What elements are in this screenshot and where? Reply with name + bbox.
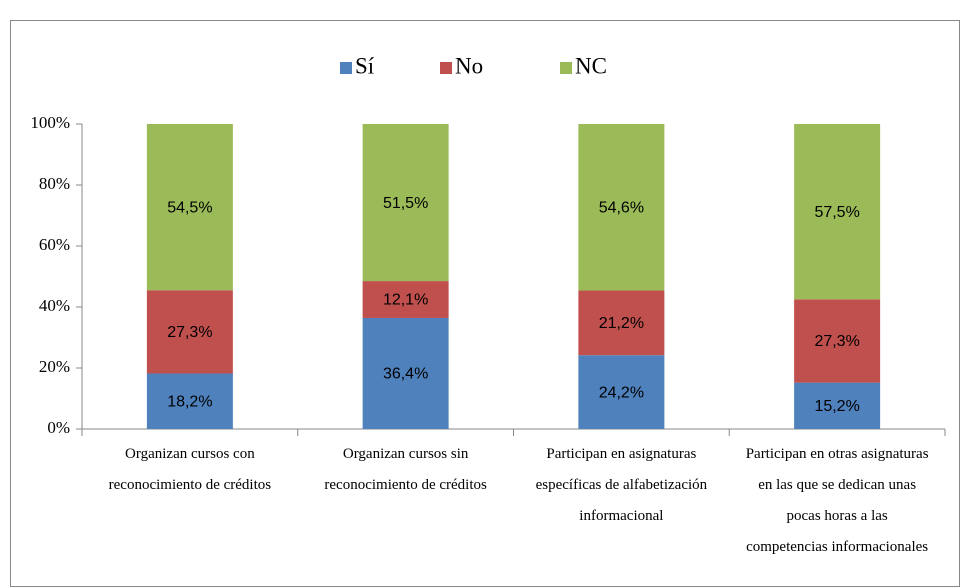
value-label: 27,3% <box>167 324 212 341</box>
value-label: 51,5% <box>383 195 428 212</box>
x-tick-label: Participan en otras asignaturas en las qu… <box>746 446 929 555</box>
x-tick-label-line: Participan en otras asignaturas <box>746 446 929 462</box>
bar-segment <box>146 124 233 291</box>
legend-label: Sí <box>355 53 375 78</box>
x-tick-label-line: específicas de alfabetización <box>536 477 708 493</box>
legend-swatch <box>560 62 572 74</box>
bar-segment <box>146 373 233 429</box>
value-label: 12,1% <box>383 292 428 309</box>
y-tick-label: 40% <box>39 296 70 315</box>
bar-segment <box>794 382 881 429</box>
bar-segment <box>146 290 233 374</box>
bar-segment <box>578 124 665 291</box>
y-tick-label: 20% <box>39 357 70 376</box>
value-label: 21,2% <box>599 315 644 332</box>
bar-segment <box>362 317 449 429</box>
bar-segment <box>794 124 881 300</box>
x-tick-label-line: informacional <box>579 508 663 524</box>
x-tick-label: Organizan cursos sin reconocimiento de cr… <box>324 446 487 493</box>
value-label: 36,4% <box>383 366 428 383</box>
bar-segment <box>578 355 665 429</box>
value-label: 15,2% <box>814 398 859 415</box>
legend-swatch <box>440 62 452 74</box>
y-tick-label: 60% <box>39 235 70 254</box>
x-tick-label-line: en las que se dedican unas <box>758 477 916 493</box>
value-label: 54,5% <box>167 199 212 216</box>
value-label: 24,2% <box>599 384 644 401</box>
bar-segment <box>362 124 449 282</box>
x-tick-label-line: pocas horas a las <box>787 508 888 524</box>
y-tick-label: 0% <box>47 418 70 437</box>
x-tick-label-line: reconocimiento de créditos <box>109 477 272 493</box>
value-label: 18,2% <box>167 393 212 410</box>
value-label: 54,6% <box>599 199 644 216</box>
x-tick-label-line: Organizan cursos sin <box>343 446 469 462</box>
x-tick-label-line: Organizan cursos con <box>125 446 255 462</box>
legend-swatch <box>340 62 352 74</box>
legend-label: No <box>455 53 483 78</box>
y-tick-label: 80% <box>39 174 70 193</box>
bar-segment <box>362 281 449 318</box>
x-tick-label-line: Participan en asignaturas <box>546 446 696 462</box>
x-tick-label: Participan en asignaturas específicas de … <box>536 446 708 524</box>
y-tick-label: 100% <box>30 113 70 132</box>
x-tick-label: Organizan cursos con reconocimiento de cr… <box>109 446 272 493</box>
bar-segment <box>578 290 665 356</box>
value-label: 27,3% <box>814 333 859 350</box>
value-label: 57,5% <box>814 204 859 221</box>
legend-label: NC <box>575 53 607 78</box>
x-tick-label-line: competencias informacionales <box>746 539 928 555</box>
bar-segment <box>794 299 881 383</box>
x-tick-label-line: reconocimiento de créditos <box>324 477 487 493</box>
